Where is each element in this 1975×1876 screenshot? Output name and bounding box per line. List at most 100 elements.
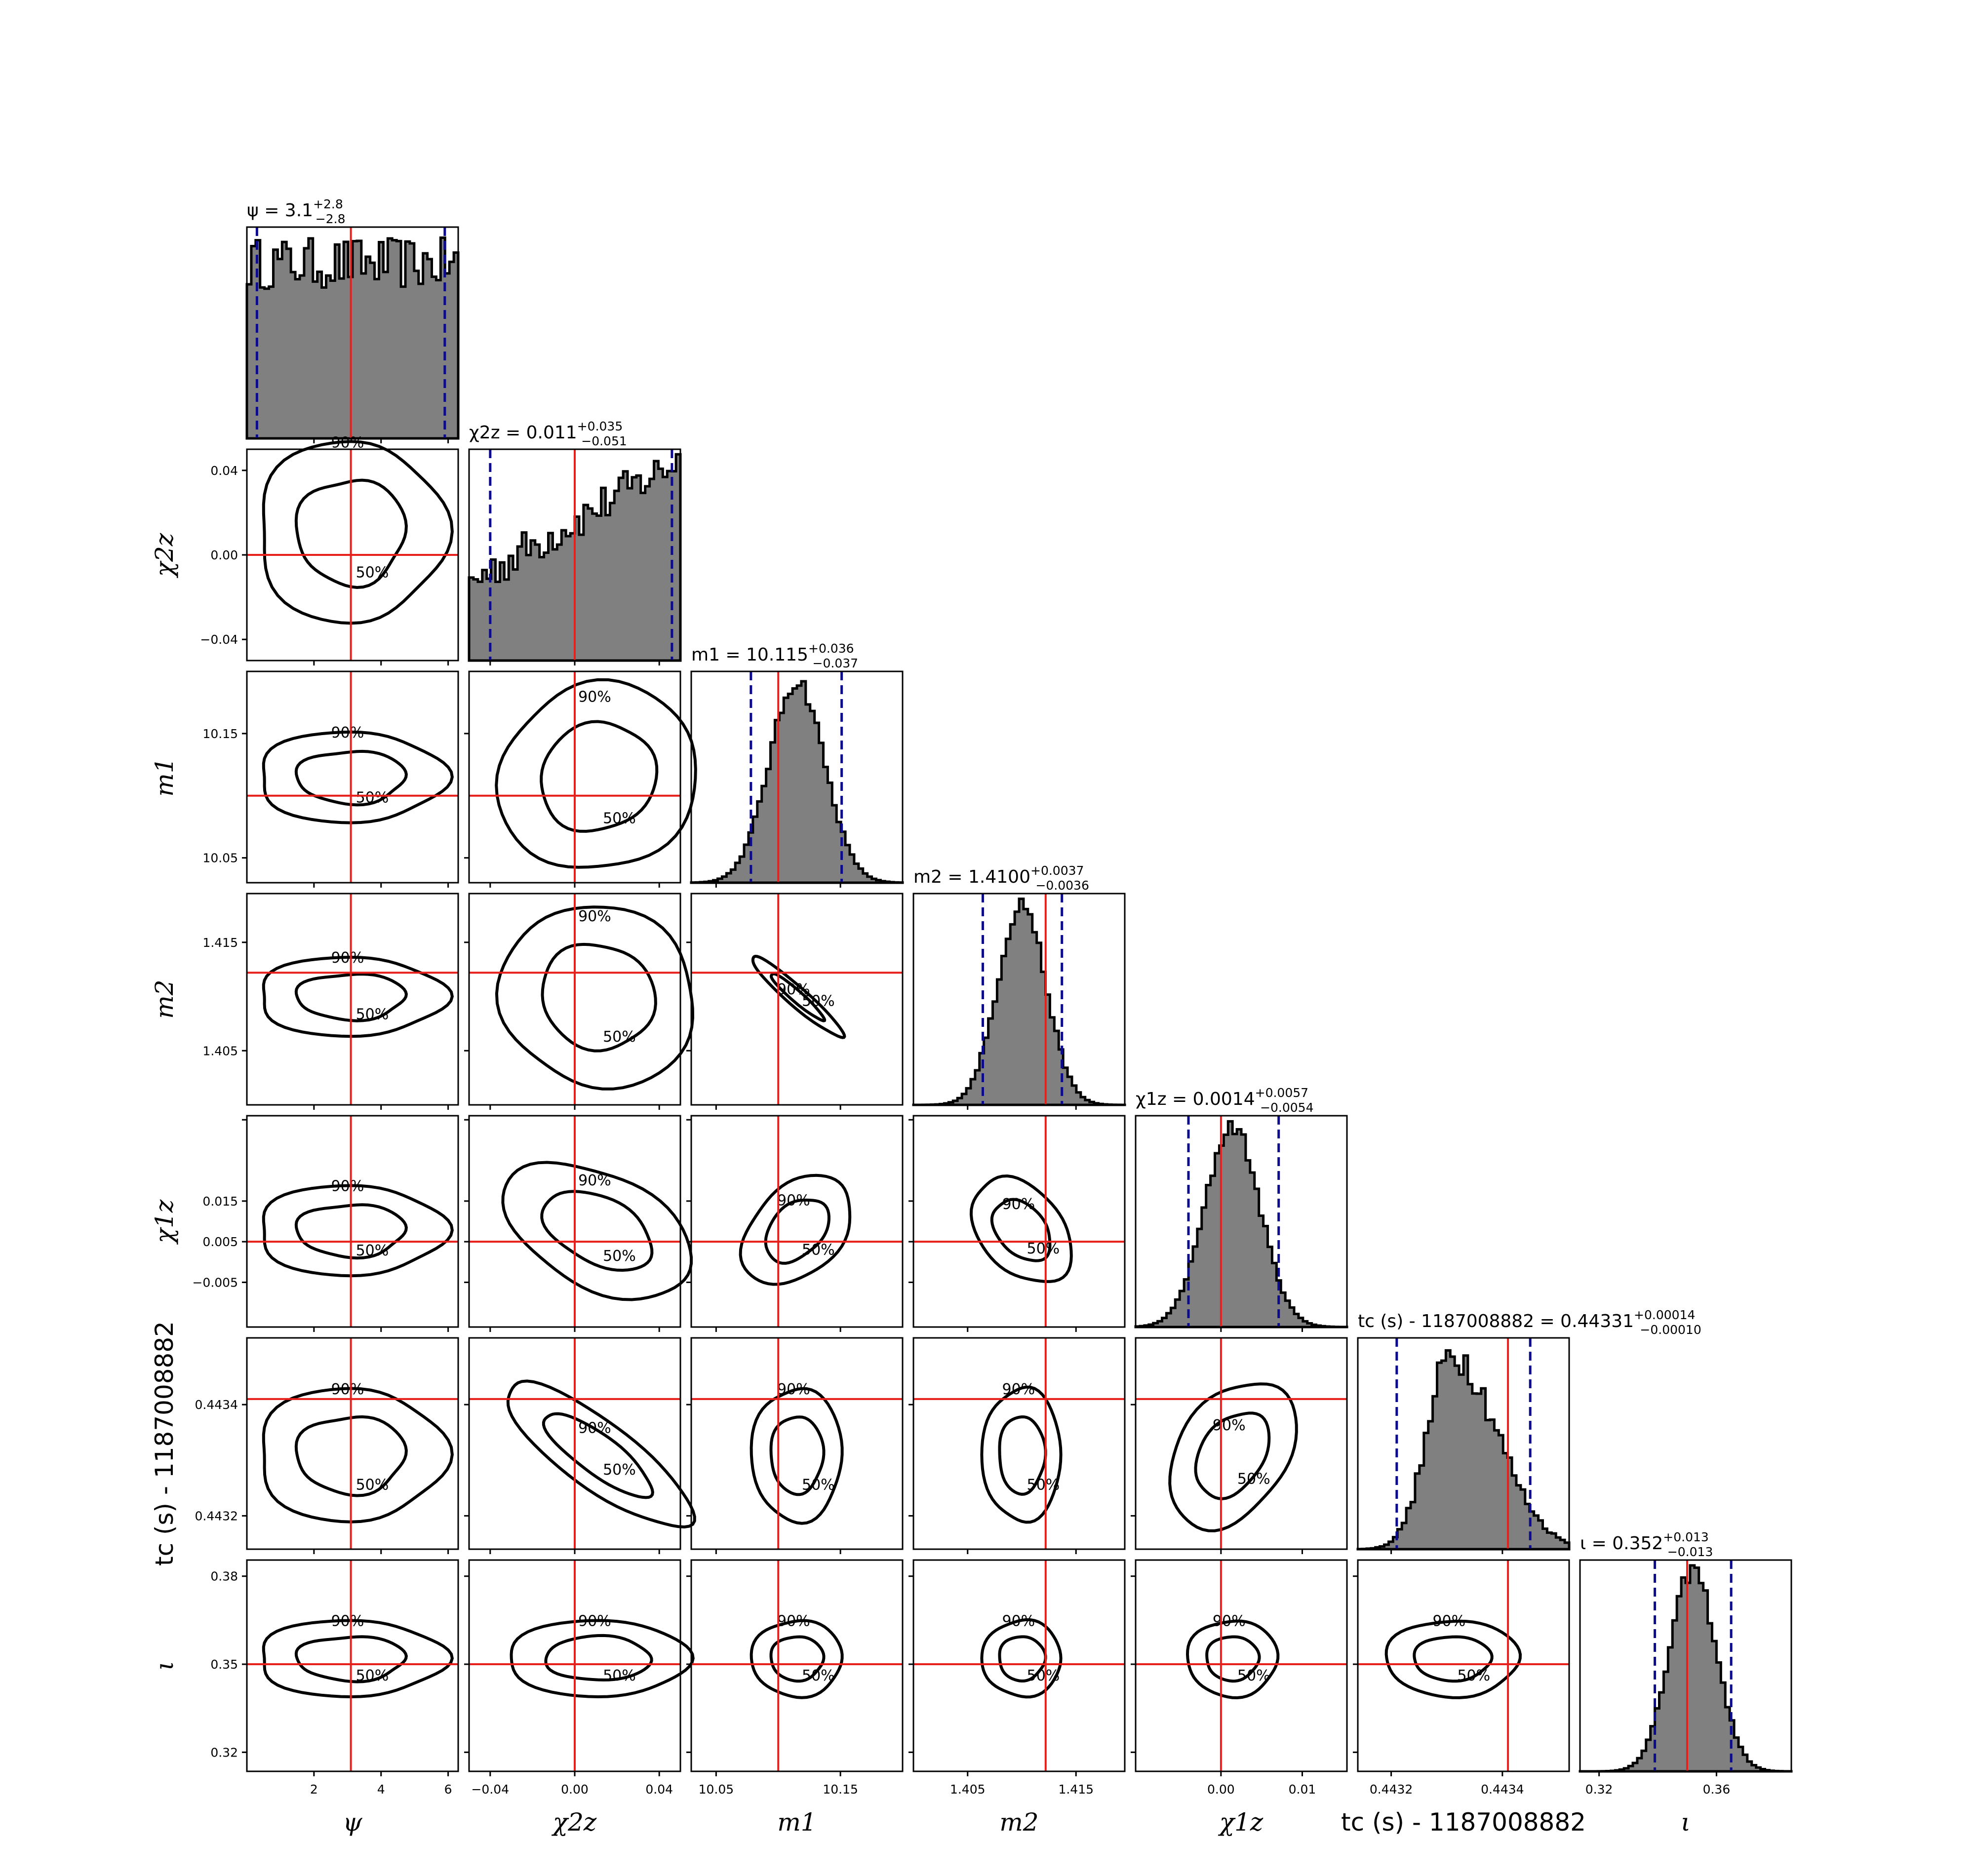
y-tick-label: 0.4432	[195, 1509, 238, 1523]
contour-label-50: 50%	[356, 1242, 389, 1259]
contour-panel-tc-vs-m1: 90% 50%	[690, 1337, 904, 1550]
contour-50	[294, 749, 408, 807]
title-upper-error: +0.00014	[1634, 1308, 1695, 1322]
axes-frame	[246, 670, 459, 884]
x-axis-label-psi: ψ	[343, 1808, 362, 1837]
axes-frame	[690, 1115, 904, 1328]
contour-90	[510, 1619, 695, 1699]
contour-90	[751, 954, 846, 1039]
contour-label-90: 90%	[777, 1192, 810, 1209]
x-tick-label: 0.00	[561, 1782, 589, 1797]
contour-90	[1185, 1619, 1280, 1700]
title-value: m1 = 10.115	[691, 645, 808, 665]
title-upper-error: +0.0037	[1030, 863, 1084, 878]
axes-frame	[690, 1559, 904, 1772]
contour-panel-iota-vs-chi2z: 90% 50%	[468, 1559, 695, 1772]
title-value: ι = 0.352	[1580, 1533, 1663, 1554]
y-tick-label: 0.015	[202, 1194, 238, 1209]
contour-label-90: 90%	[1213, 1612, 1246, 1630]
contour-90	[262, 1387, 454, 1524]
panel-title-iota: ι = 0.352+0.013 −0.013	[1580, 1530, 1713, 1559]
axes-frame	[246, 1337, 459, 1550]
contour-label-90: 90%	[1432, 1612, 1465, 1630]
x-tick-label: 2	[310, 1782, 318, 1797]
x-axis-label-chi2z: χ2z	[552, 1808, 597, 1837]
contour-label-50: 50%	[1237, 1471, 1270, 1488]
y-tick-label: 1.415	[202, 936, 238, 950]
contour-label-50: 50%	[356, 564, 389, 582]
panel-title-m1: m1 = 10.115+0.036 −0.037	[691, 641, 858, 670]
contour-label-90: 90%	[331, 949, 364, 967]
contour-label-90: 90%	[1002, 1381, 1035, 1398]
contour-50	[294, 1203, 408, 1260]
contour-label-90: 90%	[578, 688, 611, 705]
contour-label-90: 90%	[578, 1612, 611, 1630]
contour-label-90: 90%	[578, 908, 611, 925]
contour-50	[1413, 1635, 1494, 1683]
histogram-m2	[912, 893, 1126, 1106]
axes-frame	[246, 226, 459, 439]
contour-label-50: 50%	[1027, 1667, 1060, 1684]
contour-label-90: 90%	[1002, 1612, 1035, 1630]
contour-label-50: 50%	[356, 1667, 389, 1684]
x-tick-label: 4	[377, 1782, 385, 1797]
histogram-tc	[1356, 1337, 1571, 1551]
contour-90	[750, 1387, 844, 1525]
contour-panel-iota-vs-chi1z: 90% 50%	[1135, 1559, 1348, 1772]
contour-50	[540, 720, 659, 833]
y-axis-label-chi2z: χ2z	[150, 533, 179, 578]
contour-50	[998, 1635, 1047, 1683]
contour-label-50: 50%	[603, 1667, 636, 1684]
axes-frame	[690, 893, 904, 1106]
contour-50	[544, 1634, 653, 1681]
x-tick-label: 1.415	[1058, 1782, 1094, 1797]
x-tick-label: 6	[444, 1782, 452, 1797]
title-value: χ1z = 0.0014	[1136, 1089, 1255, 1109]
x-axis-label-m2: m2	[999, 1808, 1038, 1837]
contour-90	[501, 1161, 693, 1301]
histogram-psi	[245, 226, 460, 440]
x-tick-label: 0.04	[645, 1782, 673, 1797]
contour-panel-m1-vs-chi2z: 90% 50%	[468, 670, 697, 884]
contour-label-90: 90%	[1213, 1417, 1246, 1434]
x-tick-label: 0.00	[1207, 1782, 1235, 1797]
x-tick-label: 10.05	[699, 1782, 734, 1797]
contour-panel-chi1z-vs-m2: 90% 50%	[912, 1115, 1126, 1328]
title-lower-error: −0.037	[813, 656, 859, 670]
x-tick-label: 0.32	[1585, 1782, 1613, 1797]
x-tick-label: −0.04	[471, 1782, 509, 1797]
contour-panel-m1-vs-psi: 90% 50%	[246, 670, 459, 884]
contour-50	[769, 1635, 826, 1683]
contour-panel-chi2z-vs-psi: 90%50%	[246, 434, 459, 662]
axes-frame	[1579, 1559, 1792, 1772]
y-tick-label: 0.38	[210, 1569, 238, 1584]
axes-frame	[912, 1559, 1126, 1772]
y-tick-label: 0.04	[210, 464, 238, 478]
y-tick-label: 0.005	[202, 1235, 238, 1249]
contour-label-90: 90%	[331, 1612, 364, 1630]
contour-90	[262, 955, 454, 1038]
contour-90	[495, 678, 697, 869]
contour-90	[262, 440, 454, 625]
contour-50	[294, 478, 408, 589]
title-lower-error: −2.8	[316, 212, 346, 226]
contour-50	[294, 1415, 408, 1497]
contour-90	[262, 1184, 454, 1278]
contour-panel-chi1z-vs-m1: 90% 50%	[690, 1115, 904, 1328]
histogram-bars	[1356, 1349, 1571, 1551]
contour-panel-tc-vs-m2: 90% 50%	[912, 1337, 1126, 1550]
axes-frame	[912, 1337, 1126, 1550]
axes-frame	[246, 1559, 459, 1772]
contour-50	[541, 942, 657, 1053]
axes-frame	[1357, 1337, 1570, 1550]
contour-panel-iota-vs-m1: 90% 50%	[690, 1559, 904, 1772]
contour-label-50: 50%	[802, 992, 835, 1010]
contour-90	[980, 1618, 1063, 1699]
histogram-bars	[1134, 1120, 1348, 1329]
contour-panel-iota-vs-tc: 90% 50%	[1357, 1559, 1570, 1772]
contour-label-90: 90%	[777, 1381, 810, 1398]
contour-50	[1194, 1411, 1271, 1500]
contour-label-90: 90%	[331, 724, 364, 742]
y-tick-label: −0.005	[192, 1275, 238, 1290]
contour-50	[1205, 1635, 1261, 1683]
